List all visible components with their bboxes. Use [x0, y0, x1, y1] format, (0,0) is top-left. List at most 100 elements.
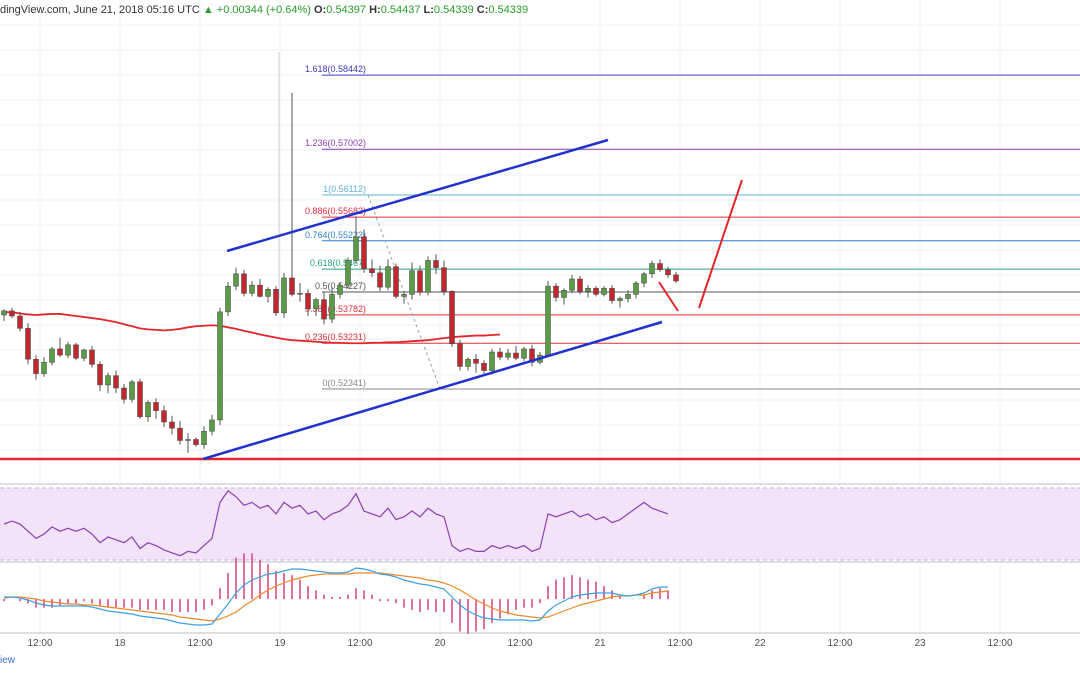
fib-level-label: 0.618(0.5467) — [310, 258, 366, 268]
candle-body — [353, 236, 359, 261]
candle-body — [297, 293, 303, 295]
fib-levels: 1.618(0.58442) 1.236(0.57002) 1(0.56112) 0.… — [278, 52, 1080, 390]
candle-body — [425, 260, 431, 293]
high-label: H: — [369, 4, 381, 16]
x-tick-label: 12:00 — [347, 638, 372, 649]
candle-body — [217, 311, 223, 421]
drawings — [0, 138, 1080, 461]
projection-up — [698, 179, 743, 309]
candle-body — [489, 351, 495, 371]
candle-body — [657, 263, 663, 270]
candle-body — [617, 298, 623, 301]
candle-body — [601, 287, 607, 295]
candle-body — [281, 277, 287, 314]
candle-body — [41, 362, 47, 374]
candle-body — [449, 291, 455, 345]
ohlc-header: dingView.com, June 21, 2018 05:16 UTC ▲ … — [0, 4, 528, 16]
candle-body — [649, 263, 655, 275]
candle-body — [33, 358, 39, 374]
candle-body — [305, 293, 311, 310]
candle-body — [49, 348, 55, 363]
x-tick-label: 12:00 — [27, 638, 52, 649]
candle-body — [177, 427, 183, 441]
candle-body — [105, 375, 111, 386]
candle-body — [497, 351, 503, 358]
candle-body — [129, 381, 135, 400]
change-value: +0.00344 (+0.64%) — [216, 4, 311, 16]
up-arrow-icon: ▲ — [202, 4, 214, 16]
fib-level-label: 0.764(0.55222) — [305, 230, 366, 240]
macd-line — [3, 567, 668, 626]
candle-body — [577, 278, 583, 292]
candle-body — [201, 430, 207, 445]
candle-body — [393, 266, 399, 297]
candle-body — [473, 358, 479, 364]
candle-body — [81, 349, 87, 359]
candle-body — [329, 294, 335, 320]
candle-body — [369, 268, 375, 274]
fib-level-label: 0.236(0.53231) — [305, 332, 366, 342]
source-label: dingView.com, June 21, 2018 05:16 UTC — [0, 4, 200, 16]
candle-body — [377, 272, 383, 288]
candle-body — [137, 381, 143, 418]
candle-body — [593, 287, 599, 295]
candle-body — [553, 285, 559, 298]
candle-body — [265, 288, 271, 297]
x-tick-label: 18 — [114, 638, 126, 649]
candle-body — [609, 287, 615, 301]
open-label: O: — [314, 4, 327, 16]
candle-body — [529, 348, 535, 363]
candle-body — [385, 266, 391, 288]
candle-body — [625, 294, 631, 299]
candle-body — [9, 310, 15, 317]
fib-level-label: 0.382(0.53782) — [305, 304, 366, 314]
candle-body — [673, 274, 679, 282]
macd-signal-line — [4, 572, 669, 622]
candle-body — [153, 402, 159, 411]
candle-body — [481, 363, 487, 371]
candle-body — [313, 299, 319, 310]
fib-level-label: 0(0.52341) — [322, 378, 366, 388]
candle-body — [17, 315, 23, 329]
candle-body — [145, 402, 151, 418]
x-tick-label: 12:00 — [827, 638, 852, 649]
candle-body — [569, 278, 575, 291]
candle-body — [289, 277, 295, 295]
candle-body — [465, 358, 471, 367]
x-tick-label: 12:00 — [187, 638, 212, 649]
candle-body — [25, 328, 31, 360]
candle-body — [505, 352, 511, 358]
candle-body — [441, 267, 447, 292]
x-tick-label: 19 — [274, 638, 286, 649]
candle-body — [337, 284, 343, 295]
candle-body — [89, 349, 95, 365]
candle-body — [417, 270, 423, 293]
projection-down — [658, 281, 679, 312]
fib-level-label: 1(0.56112) — [323, 184, 366, 194]
candle-body — [185, 439, 191, 441]
candle-body — [409, 270, 415, 295]
candle-body — [241, 273, 247, 294]
candle-body — [249, 284, 255, 294]
rsi-line — [3, 490, 669, 557]
low-label: L: — [423, 4, 434, 16]
candle-body — [321, 299, 327, 320]
candle-body — [561, 290, 567, 298]
x-tick-label: 22 — [754, 638, 766, 649]
x-tick-label: 20 — [434, 638, 446, 649]
candle-body — [641, 273, 647, 284]
footer-link[interactable]: iew — [0, 655, 16, 666]
fib-level-label: 0.886(0.55682) — [305, 206, 366, 216]
x-tick-label: 23 — [914, 638, 926, 649]
candle-body — [57, 348, 63, 356]
candle-body — [161, 410, 167, 423]
x-tick-label: 12:00 — [667, 638, 692, 649]
open-value: 0.54397 — [326, 4, 367, 16]
x-axis: 12:00 18 12:00 19 12:00 20 12:00 21 12:00 22 12:00… — [27, 638, 1012, 649]
fib-level-label: 1.618(0.58442) — [305, 64, 366, 74]
candle-body — [457, 343, 463, 367]
candle-body — [401, 294, 407, 297]
candle-body — [233, 273, 239, 287]
ma-line — [3, 310, 501, 345]
